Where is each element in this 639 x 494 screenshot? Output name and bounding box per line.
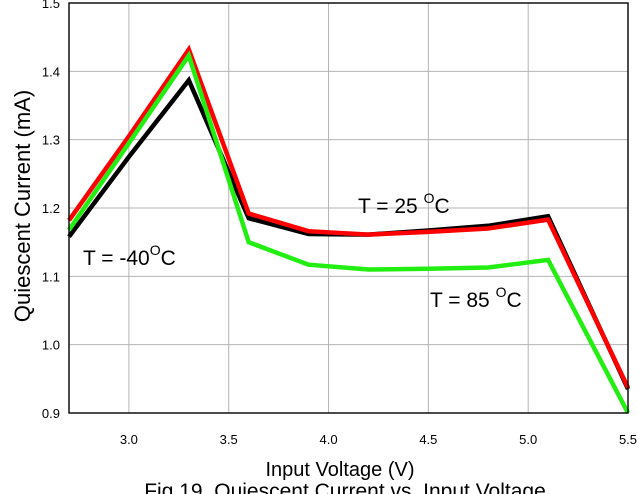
y-tick-label: 1.3 (42, 133, 60, 148)
x-axis-label: Input Voltage (V) (266, 459, 415, 481)
x-tick-label: 4.5 (419, 432, 437, 447)
x-tick-label: 3.0 (120, 432, 138, 447)
series-lines (67, 44, 631, 415)
annotation-t-85-unit: C (506, 289, 521, 312)
y-tick-label: 0.9 (42, 406, 60, 421)
y-tick-label: 1.4 (42, 64, 60, 79)
annotation-t-25-degree: O (424, 190, 435, 206)
y-tick-label: 1.5 (42, 0, 60, 11)
y-tick-label: 1.1 (42, 269, 60, 284)
y-tick-label: 1.2 (42, 201, 60, 216)
series-line (67, 44, 631, 389)
annotation-t-minus-40-text: T = -40 (83, 247, 150, 270)
figure-caption: Fig 19. Quiescent Current vs. Input Volt… (144, 480, 546, 494)
annotation-t-minus-40-degree: O (150, 242, 161, 258)
annotation-t-minus-40-unit: C (161, 247, 176, 270)
annotation-t-minus-40: T = -40OC (83, 242, 176, 270)
grid (69, 3, 628, 413)
y-axis-label: Quiescent Current (mA) (10, 90, 35, 322)
annotation-t-25-unit: C (434, 195, 449, 218)
annotation-t-85-degree: O (496, 284, 507, 300)
x-tick-label: 5.0 (519, 432, 537, 447)
tick-labels: 3.0 3.5 4.0 4.5 5.0 5.5 0.9 1.0 1.1 1.2 1.3 1.4 1.5 (42, 0, 637, 447)
annotation-t-25-text: T = 25 (358, 195, 424, 218)
annotation-t-85: T = 85 OC (430, 284, 522, 312)
x-tick-label: 4.0 (319, 432, 337, 447)
x-tick-label: 5.5 (619, 432, 637, 447)
y-tick-label: 1.0 (42, 338, 60, 353)
annotation-t-85-text: T = 85 (430, 289, 496, 312)
series-line (67, 50, 630, 415)
annotation-t-25: T = 25 OC (358, 190, 450, 218)
plot-frame (68, 2, 629, 414)
x-tick-label: 3.5 (220, 432, 238, 447)
